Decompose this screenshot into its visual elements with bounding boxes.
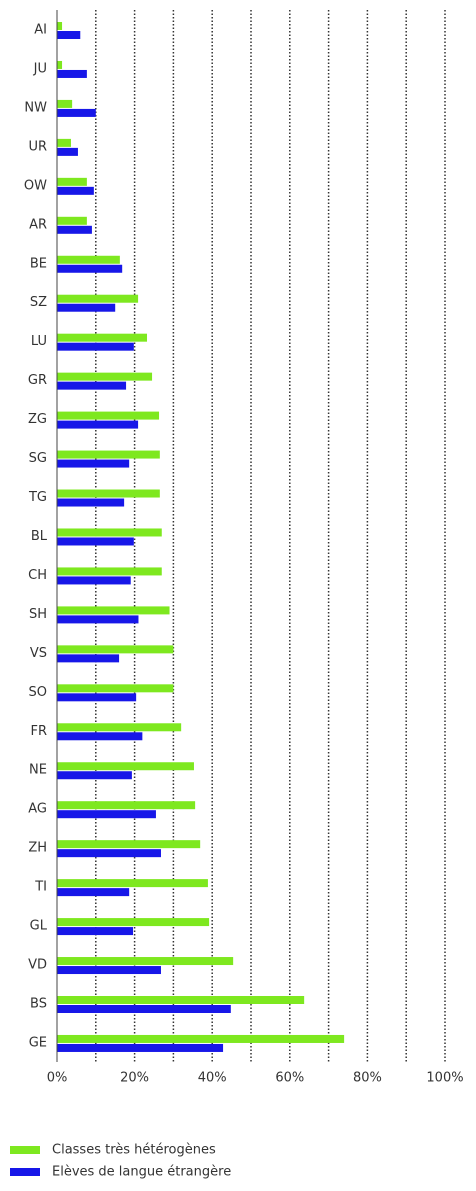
y-tick-label: BL bbox=[31, 529, 48, 544]
x-tick-label: 20% bbox=[120, 1071, 149, 1086]
bar bbox=[57, 849, 161, 858]
y-tick-label: GL bbox=[30, 919, 48, 934]
bar bbox=[57, 606, 170, 615]
bar bbox=[57, 303, 116, 312]
bar bbox=[57, 31, 81, 39]
y-tick-label: JU bbox=[33, 61, 47, 76]
bar bbox=[57, 966, 161, 975]
bar bbox=[57, 333, 148, 342]
y-tick-label: SO bbox=[29, 685, 47, 700]
y-tick-label: AG bbox=[28, 802, 47, 817]
bar bbox=[57, 918, 210, 927]
bar bbox=[57, 801, 196, 810]
legend-label: Elèves de langue étrangère bbox=[52, 1165, 231, 1180]
bar bbox=[57, 879, 208, 888]
legend-swatch bbox=[10, 1146, 40, 1154]
y-tick-label: TG bbox=[28, 490, 47, 505]
bar bbox=[57, 645, 174, 654]
bar bbox=[57, 957, 234, 966]
bar bbox=[57, 459, 130, 468]
bar bbox=[57, 60, 63, 69]
x-tick-label: 40% bbox=[198, 1071, 227, 1086]
y-tick-label: NW bbox=[24, 100, 47, 115]
bar bbox=[57, 693, 137, 702]
bar bbox=[57, 528, 162, 537]
y-tick-label: CH bbox=[28, 568, 47, 583]
bar bbox=[57, 576, 131, 585]
bar bbox=[57, 225, 92, 234]
y-tick-label: GE bbox=[29, 1035, 47, 1050]
bar bbox=[57, 69, 87, 78]
x-tick-label: 80% bbox=[353, 1071, 382, 1086]
bar bbox=[57, 255, 120, 264]
y-tick-label: NE bbox=[29, 763, 47, 778]
bar bbox=[57, 489, 160, 498]
bar bbox=[57, 654, 120, 663]
bar bbox=[57, 927, 134, 936]
bar bbox=[57, 411, 160, 420]
y-tick-label: OW bbox=[24, 178, 47, 193]
bar bbox=[57, 1005, 231, 1013]
legend-swatch bbox=[10, 1168, 40, 1176]
y-tick-label: AI bbox=[34, 23, 47, 38]
y-tick-label: SH bbox=[29, 607, 47, 622]
y-tick-label: FR bbox=[30, 724, 47, 739]
bar bbox=[57, 732, 143, 741]
y-tick-label: VD bbox=[28, 958, 47, 973]
x-tick-label: 0% bbox=[47, 1071, 68, 1086]
y-tick-label: BS bbox=[30, 997, 47, 1012]
legend-label: Classes très hétérogènes bbox=[52, 1143, 216, 1158]
y-tick-label: UR bbox=[28, 139, 47, 154]
x-tick-label: 60% bbox=[275, 1071, 304, 1086]
bar bbox=[57, 684, 174, 693]
bar bbox=[57, 762, 194, 771]
bar bbox=[57, 498, 125, 507]
y-tick-label: LU bbox=[31, 334, 47, 349]
bar bbox=[57, 723, 182, 732]
bar bbox=[57, 138, 71, 147]
bar bbox=[57, 99, 73, 108]
bar bbox=[57, 342, 134, 351]
bar bbox=[57, 108, 96, 117]
y-tick-label: AR bbox=[29, 217, 47, 232]
bar bbox=[57, 1034, 345, 1043]
bar bbox=[57, 186, 94, 195]
bar bbox=[57, 177, 87, 186]
bar bbox=[57, 615, 139, 624]
y-tick-label: SZ bbox=[30, 295, 47, 310]
bar bbox=[57, 810, 156, 819]
y-tick-label: VS bbox=[30, 646, 47, 661]
bar bbox=[57, 840, 201, 849]
bar bbox=[57, 22, 63, 30]
bar bbox=[57, 294, 139, 303]
bar bbox=[57, 771, 132, 780]
bar bbox=[57, 888, 130, 897]
y-tick-label: TI bbox=[34, 880, 47, 895]
bar bbox=[57, 381, 127, 390]
bar bbox=[57, 420, 139, 429]
bar bbox=[57, 996, 305, 1004]
x-tick-label: 100% bbox=[426, 1071, 463, 1086]
bar bbox=[57, 216, 87, 225]
y-tick-label: GR bbox=[28, 373, 47, 388]
bar bbox=[57, 567, 162, 576]
bar bbox=[57, 537, 134, 546]
bar bbox=[57, 450, 160, 459]
bar bbox=[57, 1043, 224, 1052]
y-tick-label: SG bbox=[29, 451, 47, 466]
y-tick-label: ZH bbox=[28, 841, 47, 856]
bar bbox=[57, 372, 153, 381]
bar bbox=[57, 147, 78, 156]
y-tick-label: ZG bbox=[28, 412, 47, 427]
bar bbox=[57, 264, 123, 273]
y-tick-label: BE bbox=[30, 256, 47, 271]
